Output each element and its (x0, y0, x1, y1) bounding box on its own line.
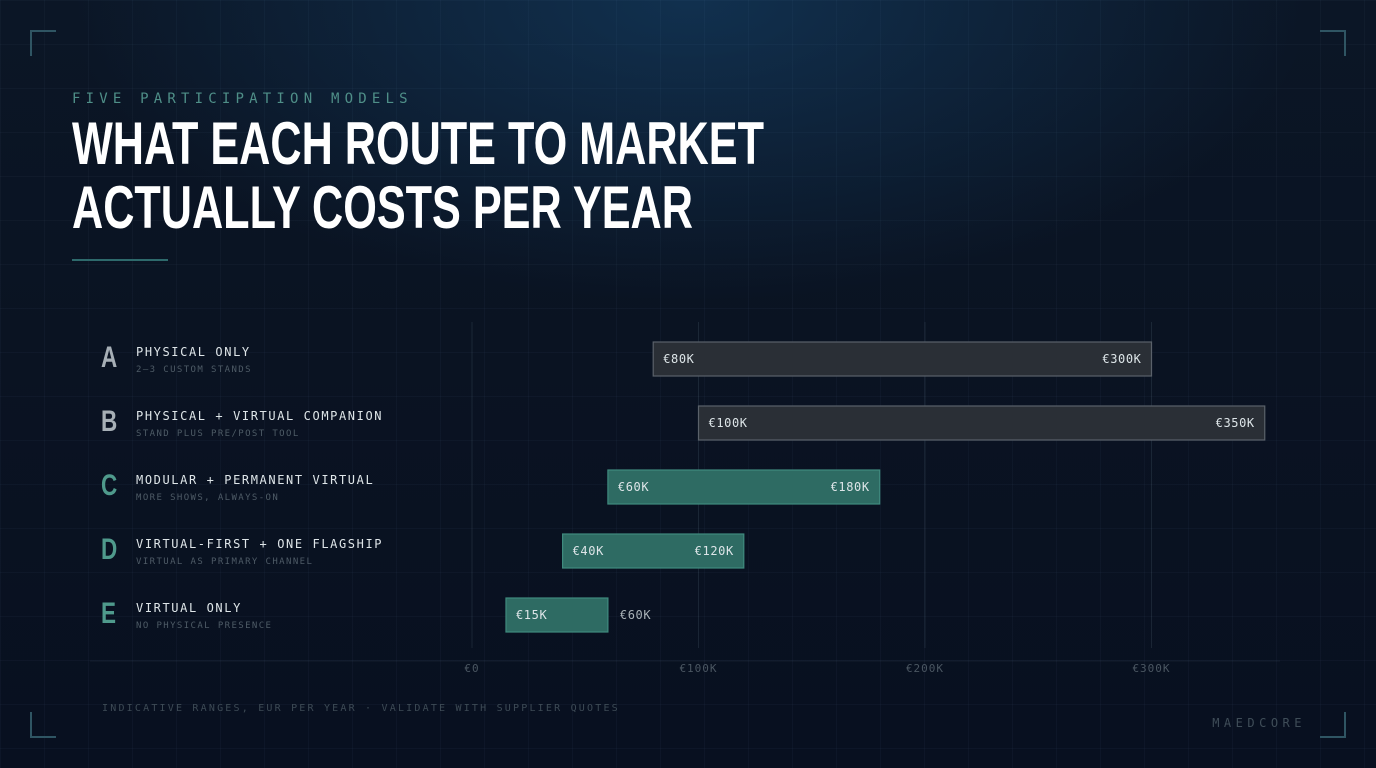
range-low-label-d: €40K (573, 544, 604, 558)
row-name-d: VIRTUAL-FIRST + ONE FLAGSHIP (136, 537, 384, 551)
row-sub-e: NO PHYSICAL PRESENCE (136, 621, 273, 631)
x-tick-label-1: €100K (679, 662, 717, 675)
row-sub-d: VIRTUAL AS PRIMARY CHANNEL (136, 557, 314, 567)
row-name-e: VIRTUAL ONLY (136, 601, 242, 615)
range-bar-b (697, 405, 1266, 441)
row-name-a: PHYSICAL ONLY (136, 345, 251, 359)
range-bar-c (607, 469, 881, 505)
range-bar-d (561, 533, 745, 569)
corner-bracket-top-left (30, 30, 56, 56)
x-tick-label-3: €300K (1132, 662, 1170, 675)
row-sub-a: 2–3 CUSTOM STANDS (136, 365, 252, 375)
row-letter-c: C (101, 469, 118, 502)
corner-bracket-bottom-right (1320, 712, 1346, 738)
title-line-2: ACTUALLY COSTS PER YEAR (72, 174, 693, 241)
corner-bracket-bottom-left (30, 712, 56, 738)
row-name-c: MODULAR + PERMANENT VIRTUAL (136, 473, 375, 487)
corner-bracket-top-right (1320, 30, 1346, 56)
title-line-1: WHAT EACH ROUTE TO MARKET (72, 110, 764, 177)
footnote: INDICATIVE RANGES, EUR PER YEAR · VALIDA… (102, 703, 620, 714)
x-tick-label-0: €0 (464, 662, 479, 675)
page-title: WHAT EACH ROUTE TO MARKET ACTUALLY COSTS… (72, 112, 764, 240)
range-high-label-a: €300K (1102, 352, 1141, 366)
title-underline (72, 259, 168, 261)
range-bar-e (505, 597, 609, 633)
row-letter-a: A (101, 341, 118, 374)
row-name-b: PHYSICAL + VIRTUAL COMPANION (136, 409, 384, 423)
row-sub-b: STAND PLUS PRE/POST TOOL (136, 429, 300, 439)
range-high-label-b: €350K (1216, 416, 1255, 430)
range-high-label-d: €120K (695, 544, 734, 558)
row-letter-b: B (101, 405, 118, 438)
brand-wordmark: MAEDCORE (1212, 716, 1306, 730)
range-low-label-e: €15K (516, 608, 547, 622)
row-letter-e: E (101, 597, 117, 630)
row-letter-d: D (101, 533, 118, 566)
range-low-label-c: €60K (618, 480, 649, 494)
x-tick-label-2: €200K (906, 662, 944, 675)
range-high-label-e: €60K (620, 608, 651, 622)
range-high-label-c: €180K (831, 480, 870, 494)
row-sub-c: MORE SHOWS, ALWAYS-ON (136, 493, 280, 503)
range-bar-a (652, 341, 1153, 377)
range-low-label-a: €80K (663, 352, 694, 366)
eyebrow-label: FIVE PARTICIPATION MODELS (72, 91, 413, 107)
range-low-label-b: €100K (709, 416, 748, 430)
